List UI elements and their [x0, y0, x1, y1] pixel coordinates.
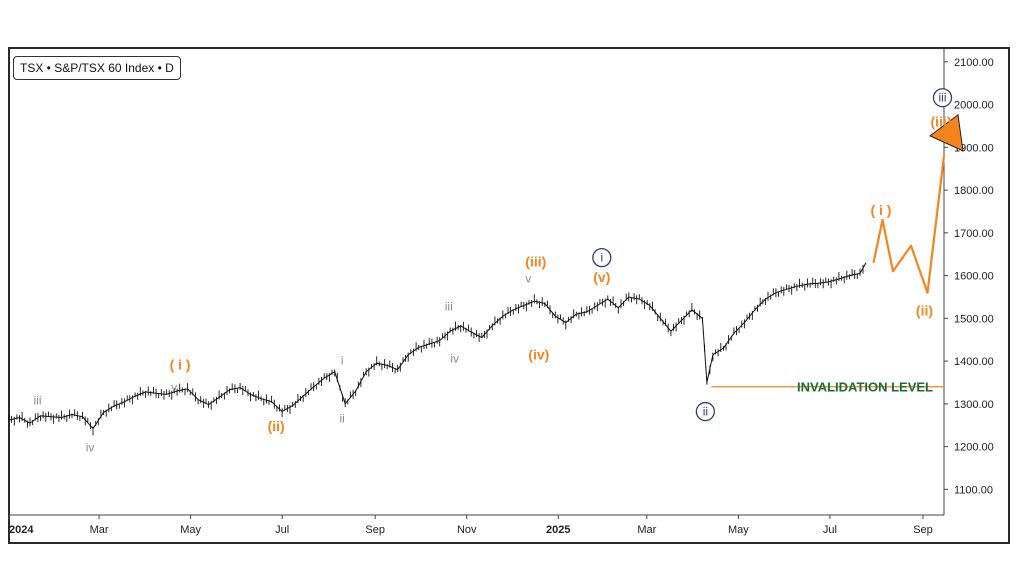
- chart-frame: [8, 47, 1010, 544]
- wave-label-circle: [695, 401, 716, 422]
- wave-label-circle: [592, 247, 612, 268]
- wave-label: iv: [86, 441, 95, 455]
- x-tick-label: Sep: [365, 524, 385, 536]
- wave-label: (iii): [930, 114, 951, 130]
- y-tick-label: 1400.00: [954, 356, 994, 368]
- wave-label: (iii): [525, 253, 546, 269]
- x-tick-label: May: [728, 524, 749, 536]
- wave-label: (v): [593, 269, 610, 285]
- wave-label: ii: [340, 412, 345, 426]
- wave-label: iii: [34, 394, 42, 408]
- x-tick-label: Jul: [823, 524, 837, 536]
- projection-arrow: [929, 113, 964, 152]
- wave-label: v: [525, 272, 531, 286]
- y-tick-label: 1800.00: [954, 185, 994, 197]
- wave-label-circle: [932, 88, 953, 108]
- x-tick-label: Sep: [913, 524, 933, 536]
- wave-label: (ii): [916, 303, 933, 319]
- x-tick-label: 2025: [546, 524, 570, 536]
- x-tick-label: Jul: [275, 524, 289, 536]
- x-tick-label: Mar: [90, 524, 109, 536]
- y-tick-label: 1600.00: [954, 271, 994, 283]
- projection-path: [872, 155, 946, 294]
- wave-label: iii: [445, 300, 453, 314]
- invalidation-label: INVALIDATION LEVEL: [797, 380, 933, 395]
- y-tick-label: 2000.00: [954, 100, 994, 112]
- y-tick-label: 1200.00: [954, 442, 994, 454]
- wave-label: ( i ): [170, 357, 191, 373]
- x-tick-label: Nov: [457, 524, 477, 536]
- wave-label: ( i ): [870, 202, 891, 218]
- x-tick-label: 2024: [9, 524, 34, 536]
- symbol-label[interactable]: TSX • S&P/TSX 60 Index • D: [13, 56, 181, 80]
- wave-label: i: [341, 353, 344, 367]
- y-tick-label: 1100.00: [954, 484, 993, 496]
- x-tick-label: May: [180, 524, 201, 536]
- wave-label: i: [600, 251, 603, 265]
- y-tick-label: 1300.00: [954, 399, 994, 411]
- wave-label: iv: [450, 352, 459, 366]
- y-tick-label: 1500.00: [954, 313, 994, 325]
- wave-label: (iv): [528, 347, 549, 363]
- x-tick-label: Mar: [637, 524, 656, 536]
- symbol-label-text: TSX • S&P/TSX 60 Index • D: [20, 61, 174, 75]
- y-tick-label: 1700.00: [954, 228, 994, 240]
- price-line: [8, 262, 867, 430]
- y-tick-label: 1900.00: [954, 142, 994, 154]
- wave-label: iii: [938, 91, 946, 105]
- wave-label: (ii): [268, 418, 285, 434]
- y-tick-label: 2100.00: [954, 57, 994, 69]
- wave-label: ii: [703, 405, 708, 419]
- wave-label: v: [171, 381, 177, 395]
